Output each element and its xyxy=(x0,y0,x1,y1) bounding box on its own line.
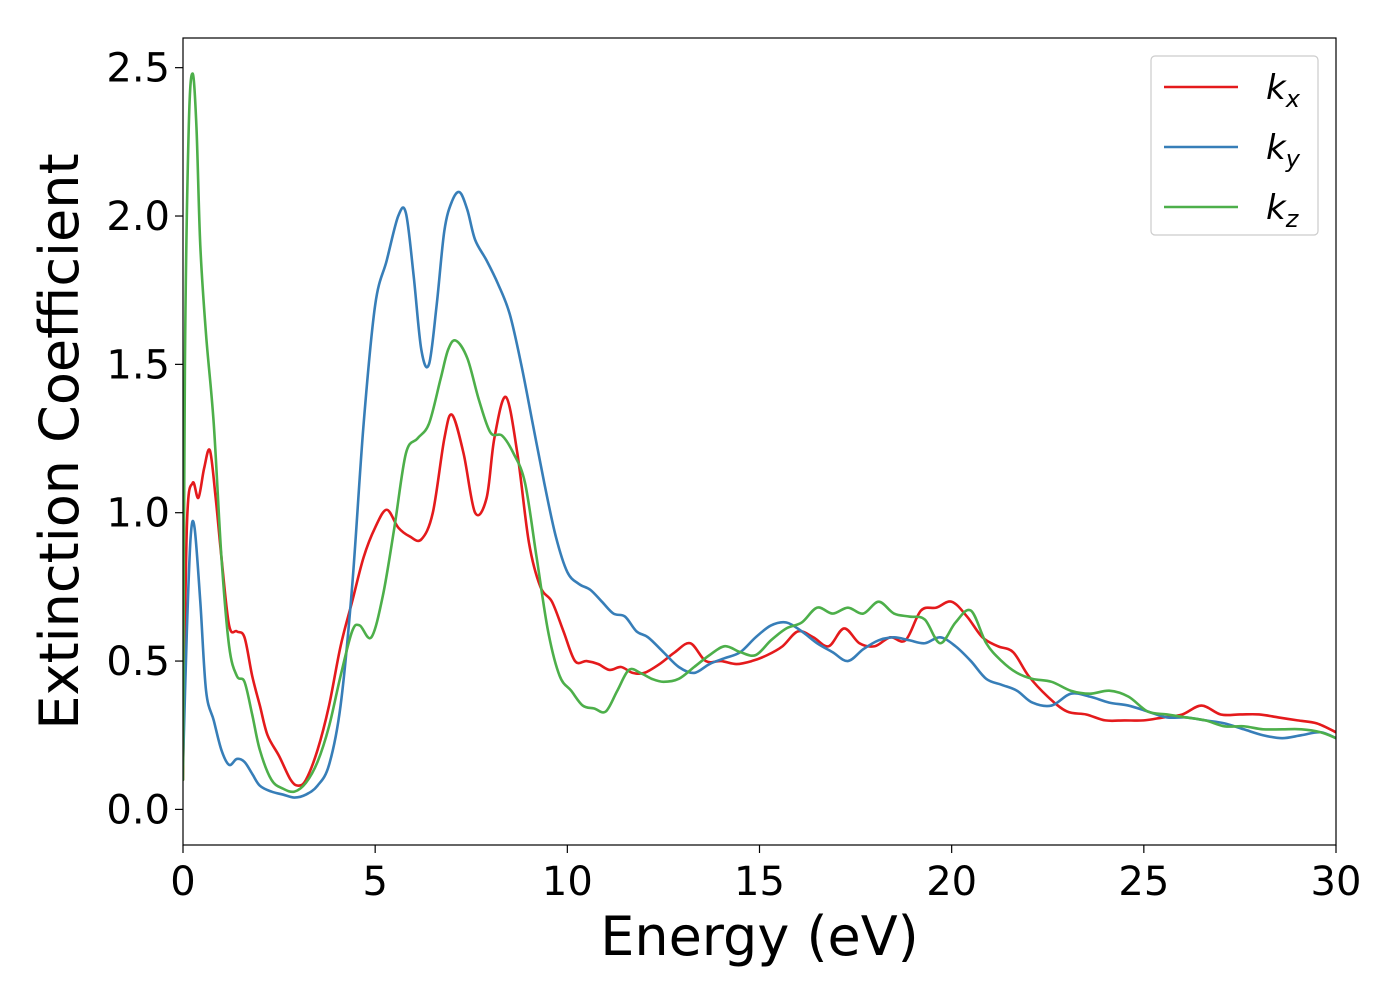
legend-label-y: ky xyxy=(1266,128,1301,173)
y-tick-label: 0.0 xyxy=(106,787,170,833)
legend-label-x: kx xyxy=(1266,68,1301,113)
x-tick-label: 10 xyxy=(542,859,593,905)
y-tick-label: 2.0 xyxy=(106,194,170,240)
x-tick-label: 20 xyxy=(926,859,977,905)
y-axis-title: Extinction Coefficient xyxy=(28,153,91,729)
x-tick-label: 15 xyxy=(734,859,785,905)
y-tick-label: 1.5 xyxy=(106,342,170,388)
x-tick-label: 0 xyxy=(170,859,195,905)
x-tick-label: 25 xyxy=(1118,859,1169,905)
series-line-y xyxy=(183,190,1336,799)
y-tick-label: 1.0 xyxy=(106,491,170,537)
legend: kx ky kz xyxy=(1150,55,1319,236)
plot-series-group xyxy=(183,72,1336,799)
legend-box xyxy=(1150,55,1319,236)
y-tick-label: 0.5 xyxy=(106,639,170,685)
x-axis: 0 5 10 15 20 25 30 xyxy=(170,845,1361,905)
y-axis: 0.0 0.5 1.0 1.5 2.0 2.5 xyxy=(106,46,183,833)
series-line-z xyxy=(183,72,1336,794)
x-tick-label: 30 xyxy=(1311,859,1362,905)
legend-label-z: kz xyxy=(1266,188,1300,233)
x-axis-title: Energy (eV) xyxy=(600,905,919,968)
y-tick-label: 2.5 xyxy=(106,46,170,92)
x-tick-label: 5 xyxy=(362,859,387,905)
series-line-x xyxy=(183,395,1336,787)
